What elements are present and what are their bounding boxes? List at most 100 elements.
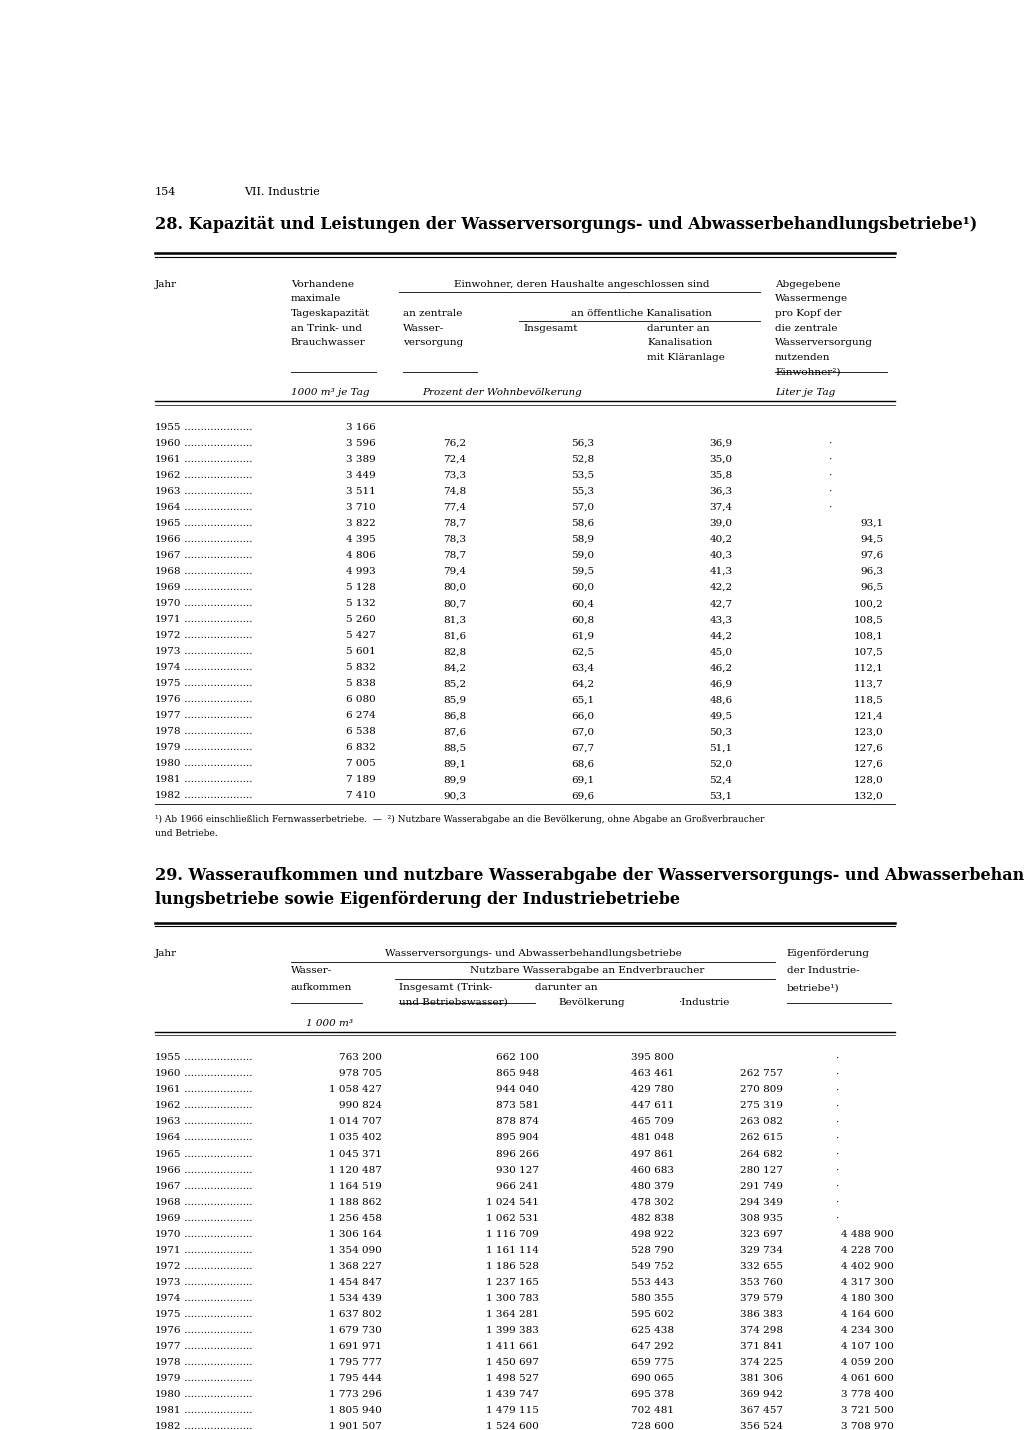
Text: ¹) Ab 1966 einschließlich Fernwasserbetriebe.  —  ²) Nutzbare Wasserabgabe an di: ¹) Ab 1966 einschließlich Fernwasserbetr… [155, 815, 765, 824]
Text: .....................: ..................... [180, 679, 252, 688]
Text: 1 186 528: 1 186 528 [485, 1261, 539, 1271]
Text: .....................: ..................... [180, 1261, 252, 1271]
Text: 280 127: 280 127 [740, 1165, 783, 1174]
Text: 44,2: 44,2 [710, 631, 732, 641]
Text: 329 734: 329 734 [740, 1246, 783, 1254]
Text: 59,0: 59,0 [571, 551, 595, 561]
Text: 128,0: 128,0 [854, 775, 884, 785]
Text: 36,3: 36,3 [710, 488, 732, 496]
Text: 1980: 1980 [155, 1390, 181, 1399]
Text: 647 292: 647 292 [632, 1341, 675, 1351]
Text: 4 993: 4 993 [346, 568, 376, 576]
Text: 67,0: 67,0 [571, 728, 595, 736]
Text: 595 602: 595 602 [632, 1310, 675, 1318]
Text: 1969: 1969 [155, 1214, 181, 1223]
Text: 369 942: 369 942 [740, 1390, 783, 1399]
Text: 81,6: 81,6 [443, 631, 467, 641]
Text: 4 488 900: 4 488 900 [841, 1230, 894, 1238]
Text: 1 795 444: 1 795 444 [330, 1374, 382, 1383]
Text: 1 306 164: 1 306 164 [330, 1230, 382, 1238]
Text: 1960: 1960 [155, 1070, 181, 1078]
Text: 1970: 1970 [155, 1230, 181, 1238]
Text: 429 780: 429 780 [632, 1085, 675, 1094]
Text: 1974: 1974 [155, 1294, 181, 1303]
Text: 78,7: 78,7 [443, 519, 467, 528]
Text: ·: · [827, 470, 831, 480]
Text: ·: · [836, 1165, 839, 1174]
Text: 528 790: 528 790 [632, 1246, 675, 1254]
Text: 1 014 707: 1 014 707 [330, 1117, 382, 1127]
Text: 66,0: 66,0 [571, 711, 595, 721]
Text: 1 354 090: 1 354 090 [330, 1246, 382, 1254]
Text: .....................: ..................... [180, 1230, 252, 1238]
Text: .....................: ..................... [180, 664, 252, 672]
Text: 52,4: 52,4 [710, 775, 732, 785]
Text: ·: · [827, 439, 831, 448]
Text: 96,3: 96,3 [860, 568, 884, 576]
Text: 580 355: 580 355 [632, 1294, 675, 1303]
Text: .....................: ..................... [180, 775, 252, 785]
Text: 1 300 783: 1 300 783 [485, 1294, 539, 1303]
Text: 84,2: 84,2 [443, 664, 467, 672]
Text: 4 164 600: 4 164 600 [841, 1310, 894, 1318]
Text: .....................: ..................... [180, 439, 252, 448]
Text: 1 120 487: 1 120 487 [330, 1165, 382, 1174]
Text: 1955: 1955 [155, 1054, 181, 1062]
Text: 154: 154 [155, 187, 176, 197]
Text: 895 904: 895 904 [496, 1134, 539, 1143]
Text: und Betriebswasser): und Betriebswasser) [399, 998, 508, 1007]
Text: .....................: ..................... [180, 1294, 252, 1303]
Text: 294 349: 294 349 [740, 1197, 783, 1207]
Text: 625 438: 625 438 [632, 1326, 675, 1334]
Text: 60,8: 60,8 [571, 615, 595, 625]
Text: .....................: ..................... [180, 455, 252, 465]
Text: 3 708 970: 3 708 970 [841, 1421, 894, 1430]
Text: 73,3: 73,3 [443, 470, 467, 480]
Text: 1968: 1968 [155, 568, 181, 576]
Text: 1978: 1978 [155, 728, 181, 736]
Text: 1 188 862: 1 188 862 [330, 1197, 382, 1207]
Text: .....................: ..................... [180, 1181, 252, 1191]
Text: 1977: 1977 [155, 1341, 181, 1351]
Text: 1 237 165: 1 237 165 [485, 1277, 539, 1287]
Text: die zentrale: die zentrale [775, 323, 838, 333]
Text: 81,3: 81,3 [443, 615, 467, 625]
Text: 4 806: 4 806 [346, 551, 376, 561]
Text: .....................: ..................... [180, 759, 252, 768]
Text: 74,8: 74,8 [443, 488, 467, 496]
Text: 3 511: 3 511 [346, 488, 376, 496]
Text: .....................: ..................... [180, 1341, 252, 1351]
Text: 3 778 400: 3 778 400 [841, 1390, 894, 1399]
Text: 270 809: 270 809 [740, 1085, 783, 1094]
Text: .....................: ..................... [180, 648, 252, 656]
Text: 353 760: 353 760 [740, 1277, 783, 1287]
Text: 40,3: 40,3 [710, 551, 732, 561]
Text: 53,1: 53,1 [710, 791, 732, 801]
Text: 1962: 1962 [155, 470, 181, 480]
Text: 5 132: 5 132 [346, 599, 376, 608]
Text: 40,2: 40,2 [710, 535, 732, 545]
Text: 262 757: 262 757 [740, 1070, 783, 1078]
Text: ·Industrie: ·Industrie [678, 998, 730, 1007]
Text: versorgung: versorgung [403, 339, 464, 347]
Text: .....................: ..................... [180, 744, 252, 752]
Text: 702 481: 702 481 [632, 1406, 675, 1414]
Text: 944 040: 944 040 [496, 1085, 539, 1094]
Text: 121,4: 121,4 [854, 711, 884, 721]
Text: 4 061 600: 4 061 600 [841, 1374, 894, 1383]
Text: 1981: 1981 [155, 775, 181, 785]
Text: ·: · [836, 1134, 839, 1143]
Text: .....................: ..................... [180, 583, 252, 592]
Text: 3 449: 3 449 [346, 470, 376, 480]
Text: ·: · [836, 1054, 839, 1062]
Text: .....................: ..................... [180, 1054, 252, 1062]
Text: 6 538: 6 538 [346, 728, 376, 736]
Text: ·: · [827, 455, 831, 465]
Text: 1 498 527: 1 498 527 [485, 1374, 539, 1383]
Text: 42,7: 42,7 [710, 599, 732, 608]
Text: 447 611: 447 611 [632, 1101, 675, 1111]
Text: Kanalisation: Kanalisation [647, 339, 713, 347]
Text: 1961: 1961 [155, 455, 181, 465]
Text: 263 082: 263 082 [740, 1117, 783, 1127]
Text: 1972: 1972 [155, 631, 181, 641]
